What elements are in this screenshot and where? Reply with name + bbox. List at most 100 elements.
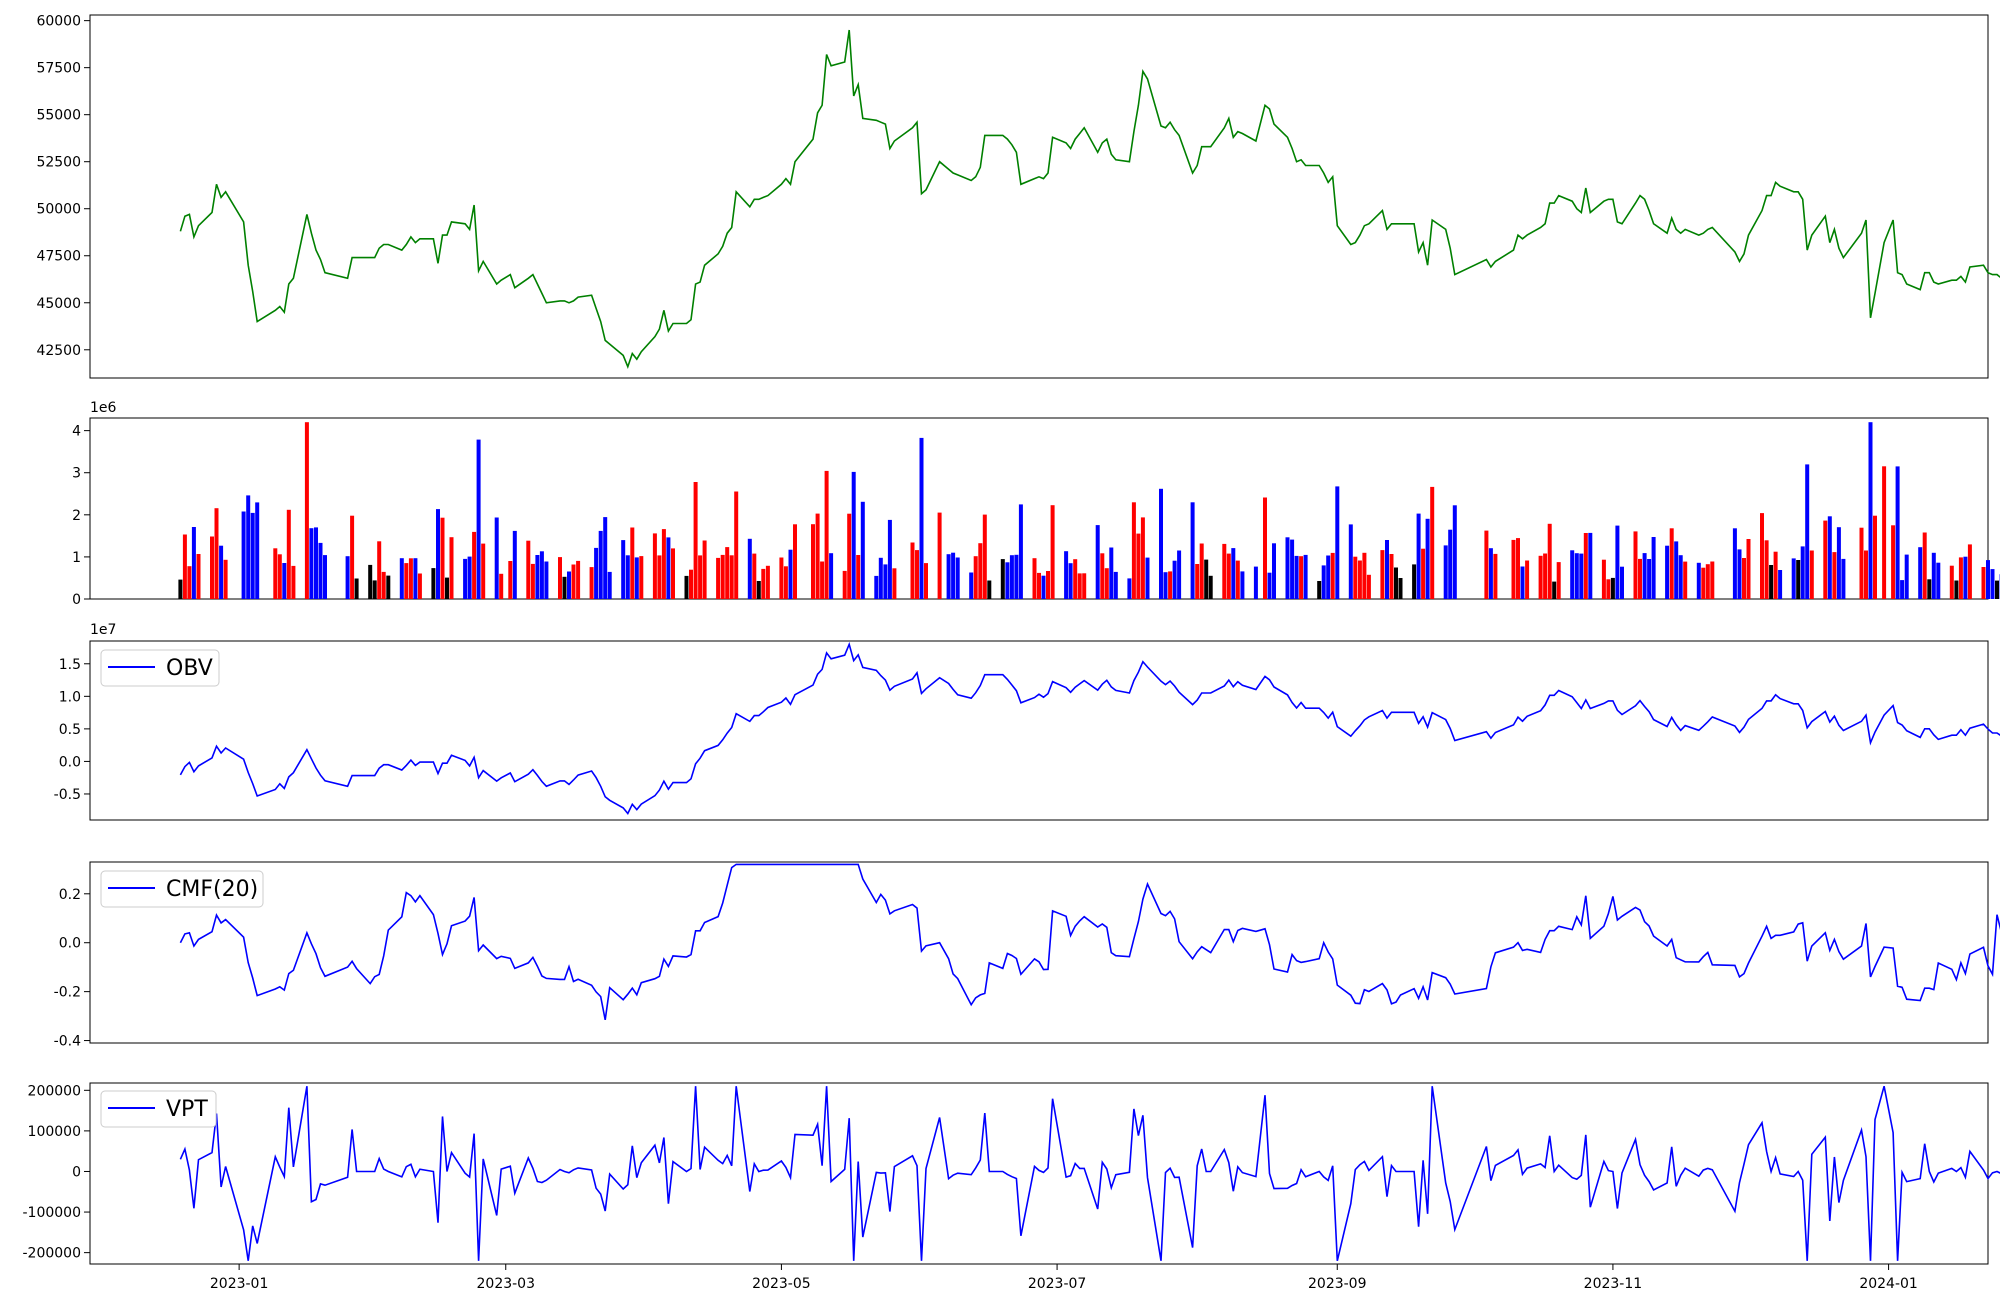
volume-bar (747, 538, 752, 599)
volume-bar (241, 511, 246, 599)
volume-bar (1895, 466, 1900, 599)
volume-bar (1000, 559, 1005, 599)
volume-bar (512, 530, 517, 599)
volume-bar (1290, 539, 1295, 599)
volume-bar (250, 512, 255, 599)
volume-bar (1064, 551, 1069, 599)
volume-bar (716, 557, 721, 599)
volume-bar (481, 543, 486, 599)
volume-bar (829, 553, 834, 599)
volume-bar (286, 509, 291, 599)
volume-bar (1335, 486, 1340, 599)
volume-bar (1516, 538, 1520, 599)
volume-bar (1104, 568, 1109, 599)
volume-bar-series (178, 422, 2000, 599)
volume-bar (987, 580, 992, 599)
volume-bar (1579, 553, 1584, 599)
price-y-ticks: 42500 45000 47500 50000 52500 55000 57500 60000 (36, 14, 90, 359)
volume-bar (255, 502, 260, 599)
volume-bar (1958, 557, 1963, 599)
volume-bar (1263, 497, 1267, 599)
volume-bar (1037, 572, 1041, 599)
volume-bar (1425, 518, 1430, 599)
volume-bar (842, 570, 847, 599)
volume-bar (1832, 552, 1837, 599)
volume-bar (1073, 559, 1078, 599)
volume-bar (702, 540, 707, 599)
volume-bar (1448, 529, 1453, 599)
volume-bar (1796, 560, 1801, 599)
cmf-legend-label: CMF(20) (166, 877, 258, 902)
volume-bar (607, 571, 612, 599)
volume-bar (1140, 517, 1145, 599)
price-panel: 42500 45000 47500 50000 52500 55000 57500 60000 (36, 14, 2000, 379)
volume-bar (1389, 554, 1394, 599)
volume-bar (1005, 562, 1010, 599)
volume-bar (413, 558, 418, 599)
volume-bar (1452, 505, 1457, 599)
volume-bar (1077, 573, 1082, 599)
volume-bar (1538, 555, 1543, 599)
y-tick-label: 0.5 (59, 722, 81, 738)
volume-bar (1665, 545, 1670, 599)
obv-legend-box (100, 649, 220, 687)
price-axes-frame (89, 14, 1989, 379)
volume-bar (1285, 537, 1290, 599)
x-tick-label: 2023-05 (752, 1276, 811, 1292)
volume-bar (1366, 574, 1371, 599)
volume-bar (1050, 505, 1055, 599)
volume-panel: 1e6 0 1 2 3 4 (72, 400, 2000, 608)
volume-bar (1638, 558, 1642, 599)
volume-bar (558, 557, 562, 599)
volume-bar (1493, 553, 1498, 599)
y-tick-label: 1 (72, 550, 81, 566)
volume-bar (847, 513, 852, 599)
volume-bar (1882, 466, 1887, 599)
volume-bar (476, 439, 481, 599)
y-tick-label: 0.2 (59, 887, 81, 903)
volume-bar (1647, 559, 1652, 599)
volume-bar (1904, 554, 1909, 599)
volume-bar (752, 553, 757, 599)
volume-bar (1827, 516, 1832, 599)
volume-bar (1520, 566, 1525, 599)
volume-bar (783, 566, 788, 599)
volume-bar (377, 541, 382, 599)
volume-bar (729, 555, 734, 599)
volume-bar (1041, 575, 1046, 599)
volume-bar (544, 561, 549, 599)
volume-bar (1778, 570, 1783, 599)
volume-bar (978, 543, 983, 599)
volume-bar (182, 534, 187, 599)
y-tick-label: -0.4 (54, 1034, 81, 1050)
volume-bar (1362, 552, 1367, 599)
volume-bar (1018, 504, 1023, 599)
volume-bar (1705, 564, 1710, 599)
volume-bar (860, 501, 865, 599)
volume-bar (1113, 571, 1118, 599)
volume-bar (1294, 555, 1299, 599)
volume-bar (1922, 532, 1927, 599)
volume-bar (1986, 560, 1990, 599)
volume-bar (1556, 562, 1561, 599)
volume-bar (1981, 567, 1986, 599)
volume-bar (1836, 527, 1841, 599)
y-tick-label: 100000 (28, 1124, 81, 1140)
volume-bar (345, 556, 350, 599)
y-tick-label: 1.5 (59, 657, 81, 673)
volume-bar (282, 563, 287, 599)
cmf-legend-box (100, 870, 264, 908)
volume-bar (1864, 550, 1868, 599)
volume-bar (1963, 556, 1968, 599)
volume-bar (1931, 552, 1936, 599)
volume-bar (621, 540, 626, 599)
volume-bar (630, 527, 635, 599)
volume-bar (1800, 546, 1805, 599)
volume-bar (1570, 550, 1575, 599)
volume-bar (1710, 561, 1715, 599)
volume-bar (856, 555, 861, 599)
volume-bar (526, 540, 531, 599)
obv-panel: 1e7 -0.5 0.0 0.5 1.0 1.5 OBV (54, 622, 2000, 821)
volume-bar (1588, 532, 1593, 599)
